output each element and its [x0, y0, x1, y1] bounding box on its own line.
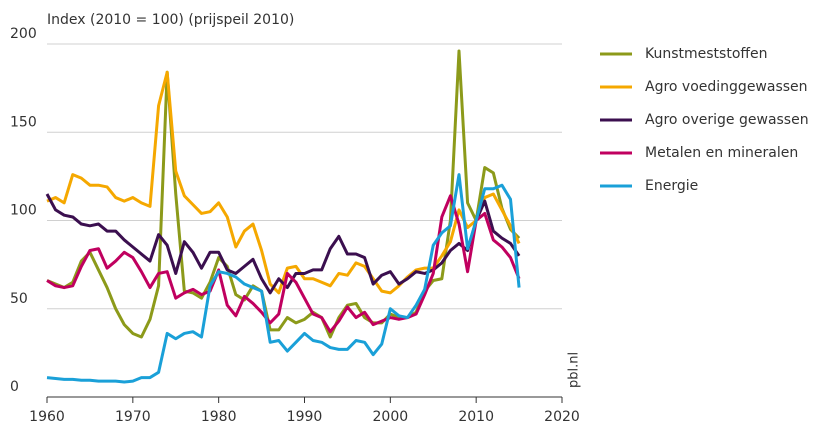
- x-tick-label: 1980: [201, 409, 237, 425]
- legend-label: Metalen en mineralen: [645, 145, 798, 161]
- y-tick-label: 50: [10, 291, 28, 307]
- y-axis-label: Index (2010 = 100) (prijspeil 2010): [47, 12, 294, 28]
- y-tick-label: 200: [10, 26, 37, 42]
- watermark: pbl.nl: [567, 352, 582, 388]
- legend-label: Agro voedinggewassen: [645, 79, 808, 95]
- x-tick-label: 1990: [287, 409, 323, 425]
- x-tick-label: 2010: [458, 409, 494, 425]
- x-tick-label: 2020: [544, 409, 580, 425]
- x-tick-label: 1960: [29, 409, 65, 425]
- y-tick-label: 100: [10, 203, 37, 219]
- series-line: [46, 49, 521, 339]
- legend-label: Kunstmeststoffen: [645, 46, 768, 62]
- x-tick-label: 2000: [373, 409, 409, 425]
- y-tick-label: 0: [10, 379, 19, 395]
- series-line: [46, 194, 521, 334]
- series-line: [46, 173, 521, 384]
- series-line: [46, 70, 521, 295]
- x-tick-label: 1970: [115, 409, 151, 425]
- y-tick-label: 150: [10, 114, 37, 130]
- series-line: [45, 193, 521, 295]
- legend-label: Energie: [645, 178, 698, 194]
- legend-label: Agro overige gewassen: [645, 112, 809, 128]
